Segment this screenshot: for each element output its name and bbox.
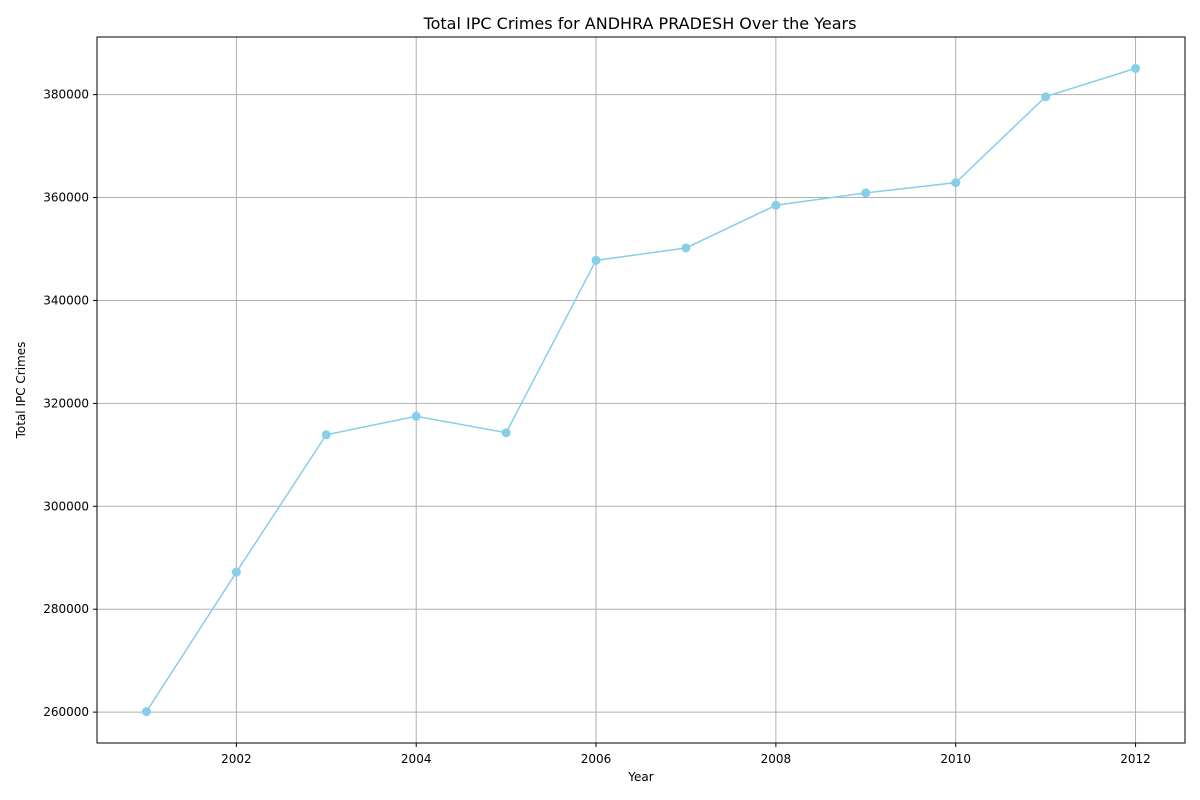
series-layer [141, 63, 1141, 717]
x-tick-label: 2010 [940, 752, 971, 766]
y-tick-label: 340000 [43, 293, 89, 307]
x-tick-label: 2008 [761, 752, 792, 766]
data-point [501, 428, 511, 438]
data-point [141, 707, 151, 717]
y-tick-label: 260000 [43, 705, 89, 719]
data-point [231, 567, 241, 577]
ticks: 2002 2004 2006 2008 2010 2012 260000 280000 3000… [43, 88, 1151, 766]
data-point [591, 255, 601, 265]
series-line [145, 67, 1136, 713]
y-tick-label: 380000 [43, 88, 89, 102]
y-tick-label: 300000 [43, 499, 89, 513]
data-point [1131, 63, 1141, 73]
y-tick-label: 360000 [43, 191, 89, 205]
data-point [771, 200, 781, 210]
chart-title: Total IPC Crimes for ANDHRA PRADESH Over… [423, 14, 857, 33]
y-tick-label: 320000 [43, 396, 89, 410]
data-point [411, 411, 421, 421]
data-point [681, 243, 691, 253]
data-point [321, 430, 331, 440]
data-point [861, 188, 871, 198]
y-axis-label: Total IPC Crimes [14, 342, 28, 440]
x-tick-label: 2006 [581, 752, 612, 766]
x-tick-label: 2004 [401, 752, 432, 766]
x-tick-label: 2002 [221, 752, 252, 766]
x-axis-label: Year [627, 770, 653, 784]
data-point [951, 178, 961, 188]
plot-area-frame [96, 36, 1186, 744]
grid [97, 37, 1185, 743]
x-tick-label: 2012 [1120, 752, 1151, 766]
y-tick-label: 280000 [43, 602, 89, 616]
data-point [1041, 92, 1051, 102]
